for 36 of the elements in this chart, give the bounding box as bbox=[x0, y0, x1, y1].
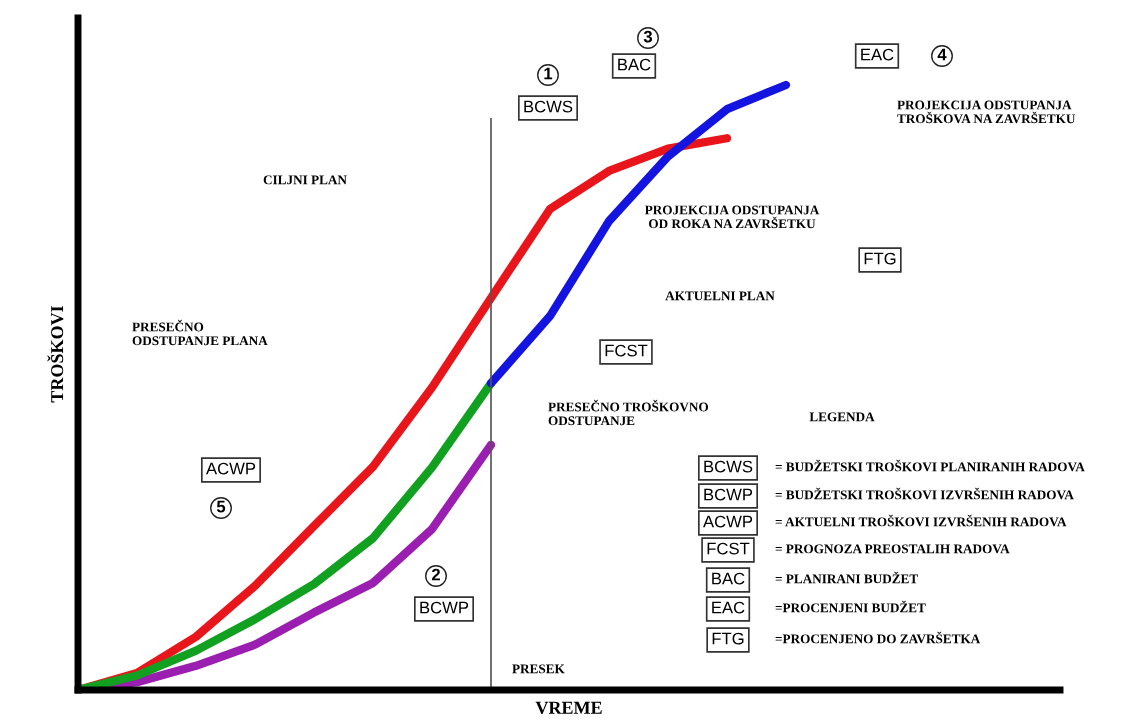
annotation: ACWP bbox=[206, 462, 256, 475]
x-axis-title: VREME bbox=[535, 701, 602, 714]
annotation: CILJNI PLAN bbox=[263, 175, 347, 185]
annotation: AKTUELNI PLAN bbox=[665, 291, 775, 301]
annotation: 5 bbox=[216, 500, 226, 513]
text: 1 bbox=[544, 67, 553, 80]
text: BAC bbox=[618, 58, 651, 71]
annotation: PRESEČNO ODSTUPANJE PLANA bbox=[132, 319, 268, 346]
annotation: BCWP bbox=[420, 601, 469, 614]
text: 3 bbox=[643, 30, 653, 43]
annotation: = PLANIRANI BUDŽET bbox=[775, 571, 918, 584]
annotation: FCST bbox=[707, 542, 750, 555]
annotation: 2 bbox=[431, 568, 440, 581]
annotation: PRESEČNO TROŠKOVNO ODSTUPANJE bbox=[548, 399, 709, 426]
annotation: FCST bbox=[605, 344, 648, 357]
annotation: BCWS bbox=[524, 100, 573, 113]
annotation: FTG bbox=[712, 632, 744, 645]
annotation: =PROCENJENI BUDŽET bbox=[775, 600, 926, 613]
text: PROJEKCIJA ODSTUPANJA TROŠKOVA NA ZAVRŠETKU bbox=[897, 100, 1076, 124]
text: FTG bbox=[864, 252, 896, 265]
text: EAC bbox=[861, 48, 894, 61]
annotation: =PROCENJENO DO ZAVRŠETKA bbox=[775, 631, 981, 644]
annotation: PRESEK bbox=[512, 664, 565, 674]
annotation: = BUDŽETSKI TROŠKOVI PLANIRANIH RADOVA bbox=[775, 459, 1085, 472]
annotation: = BUDŽETSKI TROŠKOVI IZVRŠENIH RADOVA bbox=[775, 487, 1074, 500]
y-axis-title: TROŠKOVI bbox=[47, 305, 64, 403]
annotation: BCWP bbox=[704, 488, 753, 501]
annotation: = AKTUELNI TROŠKOVI IZVRŠENIH RADOVA bbox=[775, 514, 1067, 527]
annotation: LEGENDA bbox=[809, 412, 875, 422]
annotation: BAC bbox=[712, 572, 745, 585]
annotation: PROJEKCIJA ODSTUPANJA OD ROKA NA ZAVRŠETKU bbox=[644, 205, 820, 229]
text: 4 bbox=[937, 48, 947, 61]
annotation: EAC bbox=[712, 601, 745, 614]
annotation: = PROGNOZA PREOSTALIH RADOVA bbox=[775, 544, 1010, 554]
annotation: ACWP bbox=[703, 515, 753, 528]
annotation: BCWS bbox=[704, 460, 753, 473]
